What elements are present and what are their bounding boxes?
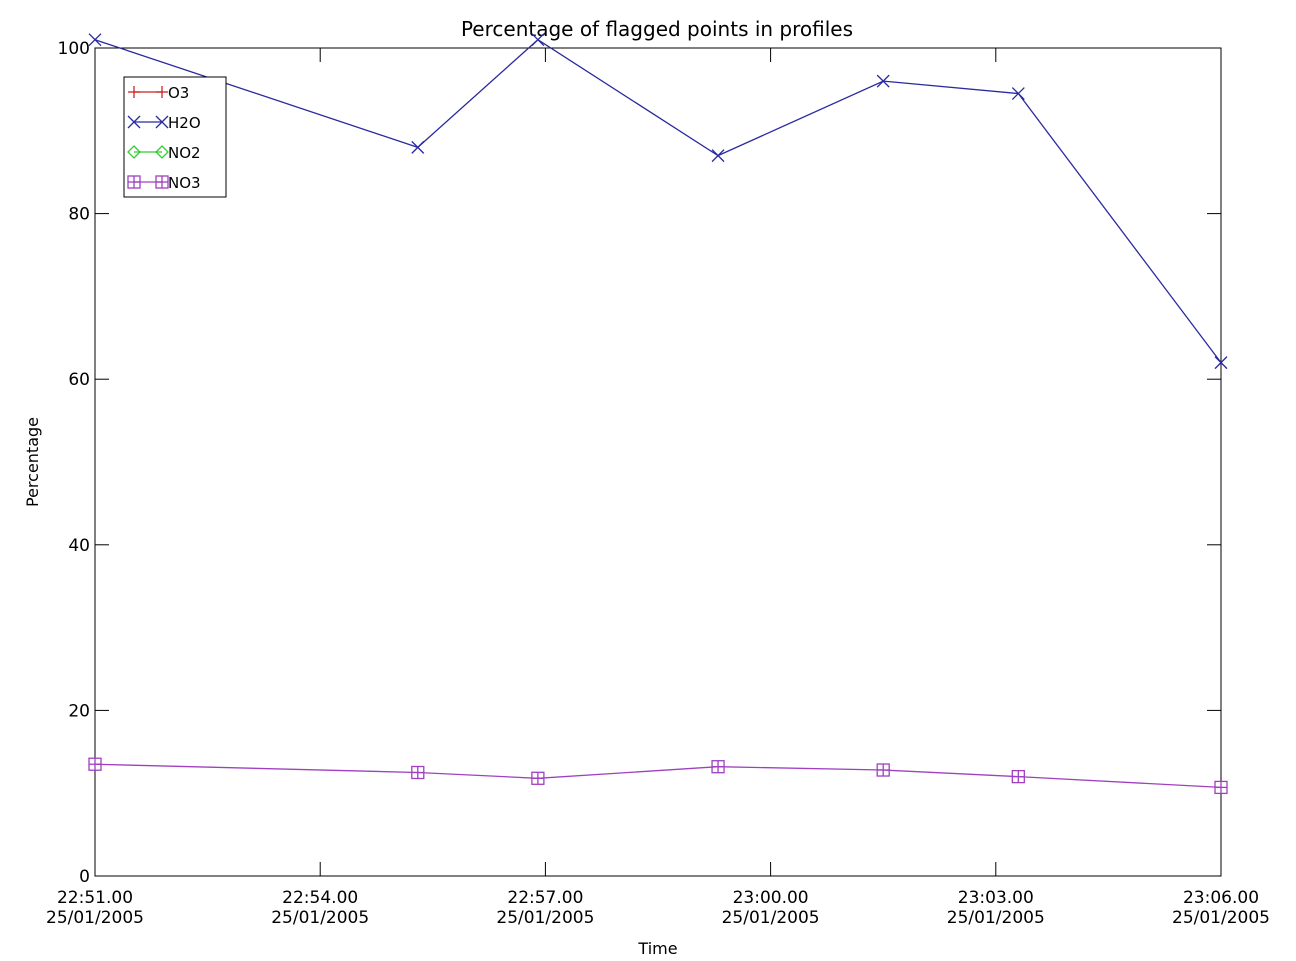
legend-marker-no3 — [155, 175, 169, 189]
marker-stroke — [876, 74, 890, 88]
x-tick-label-time: 22:51.00 — [57, 888, 133, 908]
x-tick-label-time: 23:00.00 — [733, 888, 809, 908]
x-tick-label-time: 22:57.00 — [507, 888, 583, 908]
legend-box — [123, 76, 227, 198]
legend-label-no2: NO2 — [168, 144, 201, 162]
series-line-no3 — [94, 763, 1222, 789]
x-tick-label-time: 23:03.00 — [958, 888, 1034, 908]
x-axis-label: Time — [637, 939, 677, 958]
legend-label-no3: NO3 — [168, 174, 201, 192]
data-point-h2o — [876, 74, 890, 88]
legend-marker-h2o — [127, 115, 141, 129]
legend-marker-o3 — [156, 86, 168, 98]
data-point-no3 — [1011, 769, 1025, 784]
y-tick-label: 0 — [79, 867, 90, 887]
data-point-no3 — [711, 760, 725, 774]
data-point-no3 — [88, 757, 102, 771]
data-point-no3 — [411, 765, 425, 780]
marker-stroke — [1214, 356, 1228, 370]
data-point-no3 — [1214, 780, 1228, 795]
data-point-h2o — [88, 33, 102, 47]
plot-frame — [94, 47, 1222, 877]
data-point-h2o — [1214, 356, 1228, 370]
y-tick-label: 80 — [68, 205, 90, 225]
marker-stroke — [155, 145, 169, 159]
legend-label-o3: O3 — [168, 84, 189, 102]
data-point-h2o — [531, 33, 545, 47]
data-point-no3 — [531, 771, 545, 785]
data-point-h2o — [711, 149, 725, 163]
y-tick-label: 40 — [68, 536, 90, 556]
legend-marker-no2 — [155, 145, 169, 159]
x-tick-label-time: 23:06.00 — [1183, 888, 1259, 908]
x-tick-label-date: 25/01/2005 — [722, 908, 820, 928]
marker-stroke — [88, 33, 102, 47]
legend-marker-o3 — [128, 86, 140, 98]
x-tick-label-date: 25/01/2005 — [271, 908, 369, 928]
legend-marker-no2 — [127, 145, 141, 159]
data-point-h2o — [1011, 87, 1025, 100]
data-point-no3 — [876, 763, 890, 777]
marker-stroke — [155, 115, 169, 129]
y-tick-label: 100 — [58, 39, 90, 59]
x-tick-label-date: 25/01/2005 — [46, 908, 144, 928]
x-tick-label-time: 22:54.00 — [282, 888, 358, 908]
x-axis: 22:51.0025/01/200522:54.0025/01/200522:5… — [46, 48, 1270, 928]
legend-marker-h2o — [155, 115, 169, 129]
y-axis: 0 20 40 60 80 100 — [58, 39, 1221, 887]
data-point-h2o — [411, 140, 425, 154]
legend: O3 H2O NO2 NO3 — [123, 76, 227, 198]
marker-stroke — [531, 33, 545, 47]
series-line-h2o — [94, 38, 1222, 364]
y-tick-label: 60 — [68, 370, 90, 390]
marker-stroke — [711, 149, 725, 163]
x-tick-label-date: 25/01/2005 — [1172, 908, 1270, 928]
x-tick-label-date: 25/01/2005 — [496, 908, 594, 928]
y-tick-label: 20 — [68, 701, 90, 721]
marker-stroke — [127, 115, 141, 129]
series-layer — [88, 33, 1228, 795]
chart-title: Percentage of flagged points in profiles — [461, 17, 853, 41]
legend-label-h2o: H2O — [168, 114, 201, 132]
marker-stroke — [411, 140, 425, 154]
x-tick-label-date: 25/01/2005 — [947, 908, 1045, 928]
legend-marker-no3 — [127, 175, 141, 189]
y-axis-label: Percentage — [23, 417, 42, 507]
marker-stroke — [127, 145, 141, 159]
marker-stroke — [1011, 87, 1025, 100]
